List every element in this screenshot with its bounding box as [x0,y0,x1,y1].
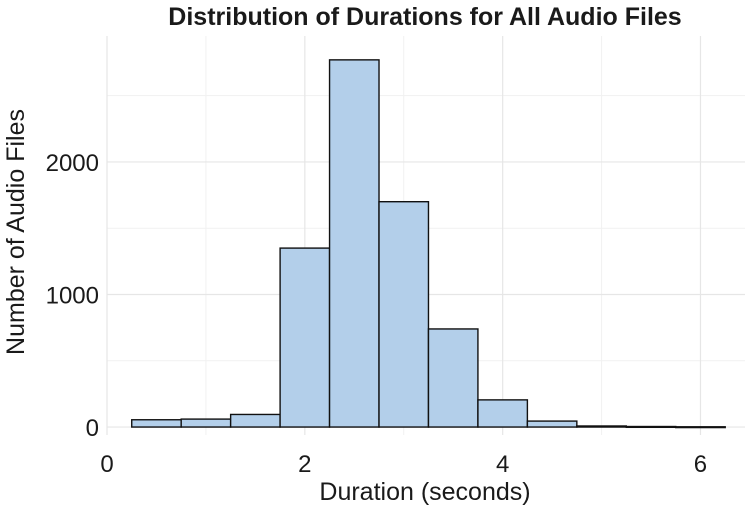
chart-title: Distribution of Durations for All Audio … [168,3,681,31]
x-tick-label: 4 [496,451,509,478]
y-axis-title: Number of Audio Files [2,109,30,355]
histogram-bar [675,426,726,429]
histogram-bar [625,425,677,429]
x-tick-label: 0 [100,451,113,478]
histogram-bars [131,59,726,429]
x-axis-title: Duration (seconds) [319,478,530,506]
histogram-bar [229,413,281,428]
histogram-bar [526,420,578,428]
histogram-bar [180,418,232,428]
histogram-bar [131,419,182,428]
histogram-bar [378,200,430,428]
histogram-bar [477,399,529,428]
x-tick-label: 6 [694,451,707,478]
y-tick-label: 0 [86,415,99,442]
x-tick-label: 2 [298,451,311,478]
y-tick-label: 1000 [46,282,99,309]
histogram-bar [576,425,628,428]
y-tick-label: 2000 [46,150,99,177]
axis-ticks: 0 2 4 6 0 1000 2000 [46,150,708,478]
histogram-bar [279,247,331,428]
histogram-bar [328,59,380,428]
histogram-bar [427,328,479,428]
